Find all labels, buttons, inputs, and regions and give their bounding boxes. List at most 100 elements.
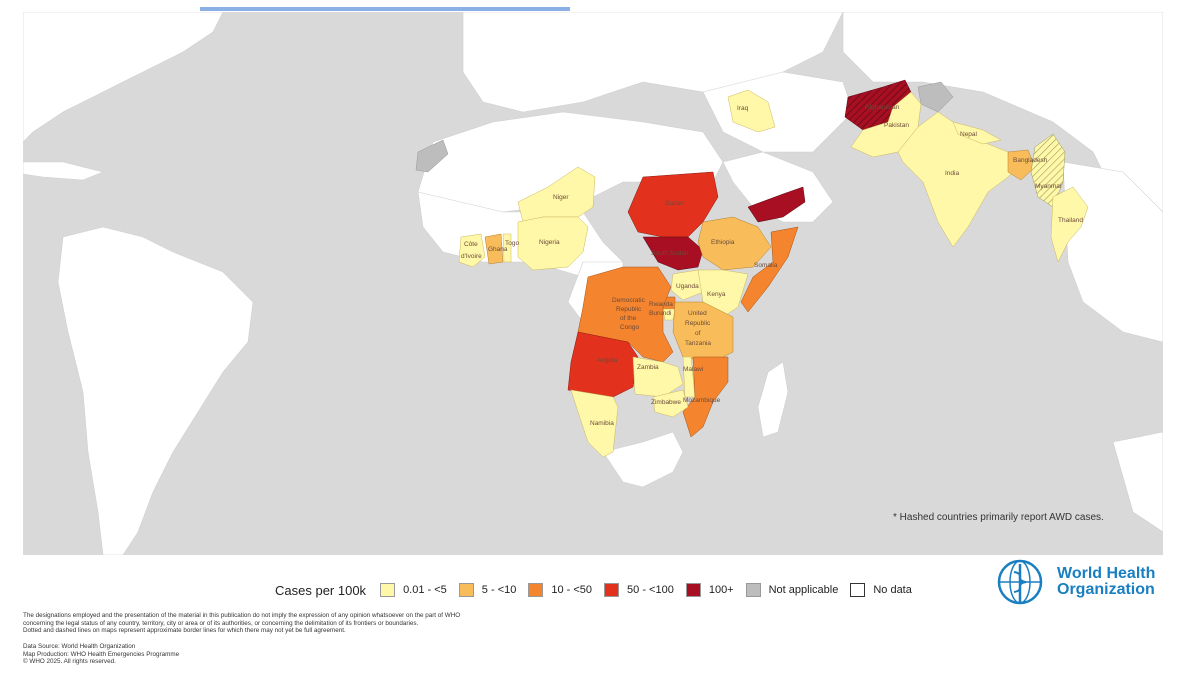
label-drc-3: of the — [620, 315, 637, 322]
legend-label: 50 - <100 — [627, 584, 674, 596]
label-burundi: Burundi — [649, 310, 671, 317]
land-south-america — [57, 226, 254, 555]
legend-label: 5 - <10 — [481, 584, 517, 596]
label-zambia: Zambia — [637, 364, 659, 371]
country-south-sudan — [642, 236, 704, 271]
disclaimer-line: The designations employed and the presen… — [23, 612, 461, 619]
label-iraq: Iraq — [737, 105, 749, 112]
label-kenya: Kenya — [707, 291, 726, 298]
label-afghanistan: Afghanistan — [865, 104, 900, 111]
label-tz-3: of — [695, 330, 701, 337]
source-credits: Data Source: World Health Organization M… — [23, 643, 423, 666]
legend-swatch — [685, 583, 701, 597]
who-line1: World Health — [1057, 565, 1156, 582]
legend-swatch — [745, 583, 761, 597]
label-malawi: Malawi — [683, 366, 703, 373]
legend-item-6: Not applicable — [745, 583, 839, 597]
legend-swatch — [604, 583, 620, 597]
who-logo — [990, 558, 1170, 608]
legend-item-2: 5 - <10 — [458, 583, 517, 597]
label-zimbabwe: Zimbabwe — [651, 399, 681, 406]
legend-label: Not applicable — [768, 584, 839, 596]
title-fragment — [200, 0, 600, 11]
country-yemen — [747, 186, 806, 223]
country-uganda — [670, 269, 704, 301]
country-zambia — [632, 356, 684, 398]
label-cote-1: Côte — [464, 241, 478, 248]
label-south-sudan: South Sudan — [651, 250, 689, 257]
country-mozambique — [682, 356, 729, 438]
label-drc-4: Congo — [620, 324, 640, 331]
legend-label: No data — [873, 584, 912, 596]
country-iraq — [727, 89, 776, 133]
disclaimer: The designations employed and the presen… — [23, 612, 663, 635]
label-angola: Angola — [597, 357, 618, 364]
country-namibia — [570, 389, 619, 458]
label-tz-2: Republic — [685, 320, 711, 327]
legend-label: 0.01 - <5 — [403, 584, 447, 596]
source-line: © WHO 2025. All rights reserved. — [23, 658, 116, 665]
land-madagascar — [757, 361, 789, 438]
label-drc-2: Republic — [616, 306, 642, 313]
label-nepal: Nepal — [960, 131, 978, 138]
cholera-map: Iraq Afghanistan Pakistan Nepal India Ba… — [23, 12, 1163, 555]
land-australia — [1112, 431, 1163, 533]
label-tz-1: United — [688, 310, 707, 317]
country-somalia — [740, 226, 799, 313]
country-thailand — [1050, 186, 1089, 263]
legend-item-3: 10 - <50 — [528, 583, 592, 597]
hatch-note: * Hashed countries primarily report AWD … — [893, 512, 1104, 523]
who-emblem-icon — [997, 559, 1043, 605]
who-line2: Organization — [1057, 581, 1155, 598]
country-cote-divoire — [458, 233, 486, 268]
country-nepal — [952, 121, 1002, 145]
land-arabia — [722, 151, 834, 223]
legend-title: Cases per 100k — [275, 582, 367, 598]
disclaimer-line: Dotted and dashed lines on maps represen… — [23, 627, 346, 634]
label-uganda: Uganda — [676, 283, 699, 290]
source-line: Data Source: World Health Organization — [23, 643, 136, 650]
label-bangladesh: Bangladesh — [1013, 157, 1048, 164]
region-western-sahara — [415, 139, 449, 173]
land-asia — [842, 12, 1163, 213]
legend-swatch — [380, 583, 396, 597]
country-ghana — [484, 233, 504, 265]
legend-item-7: No data — [850, 583, 912, 597]
label-tz-4: Tanzania — [685, 340, 711, 347]
label-nigeria: Nigeria — [539, 239, 560, 246]
label-sudan: Sudan — [665, 200, 684, 207]
legend-item-4: 50 - <100 — [604, 583, 674, 597]
country-burundi — [662, 308, 676, 321]
label-cote-2: d'Ivoire — [461, 253, 482, 260]
label-rwanda: Rwanda — [649, 301, 673, 308]
who-wordmark: World Health Organization — [1057, 566, 1155, 598]
country-angola — [567, 331, 639, 398]
country-ethiopia — [697, 216, 772, 271]
legend-swatch — [850, 583, 866, 597]
label-namibia: Namibia — [590, 420, 614, 427]
label-pakistan: Pakistan — [884, 122, 909, 129]
legend: Cases per 100k 0.01 - <5 5 - <10 10 - <5… — [275, 581, 924, 599]
disclaimer-line: concerning the legal status of any count… — [23, 619, 419, 627]
label-mozambique: Mozambique — [683, 397, 721, 404]
region-kashmir — [917, 81, 954, 113]
label-myanmar: Myanmar — [1035, 183, 1063, 190]
legend-swatch — [528, 583, 544, 597]
country-togo — [502, 233, 512, 263]
legend-swatch — [458, 583, 474, 597]
label-thailand: Thailand — [1058, 217, 1083, 224]
land-north-america — [23, 12, 224, 143]
legend-item-5: 100+ — [685, 583, 734, 597]
country-nigeria — [517, 216, 589, 271]
legend-label: 100+ — [708, 584, 734, 596]
country-bangladesh — [1007, 149, 1036, 181]
legend-item-1: 0.01 - <5 — [380, 583, 447, 597]
label-niger: Niger — [553, 194, 569, 201]
land-caribbean — [23, 161, 104, 181]
label-india: India — [945, 170, 959, 177]
legend-label: 10 - <50 — [551, 584, 593, 596]
label-ethiopia: Ethiopia — [711, 239, 735, 246]
land-south-africa — [602, 431, 684, 488]
label-ghana: Ghana — [488, 246, 508, 253]
label-somalia: Somalia — [754, 262, 778, 269]
